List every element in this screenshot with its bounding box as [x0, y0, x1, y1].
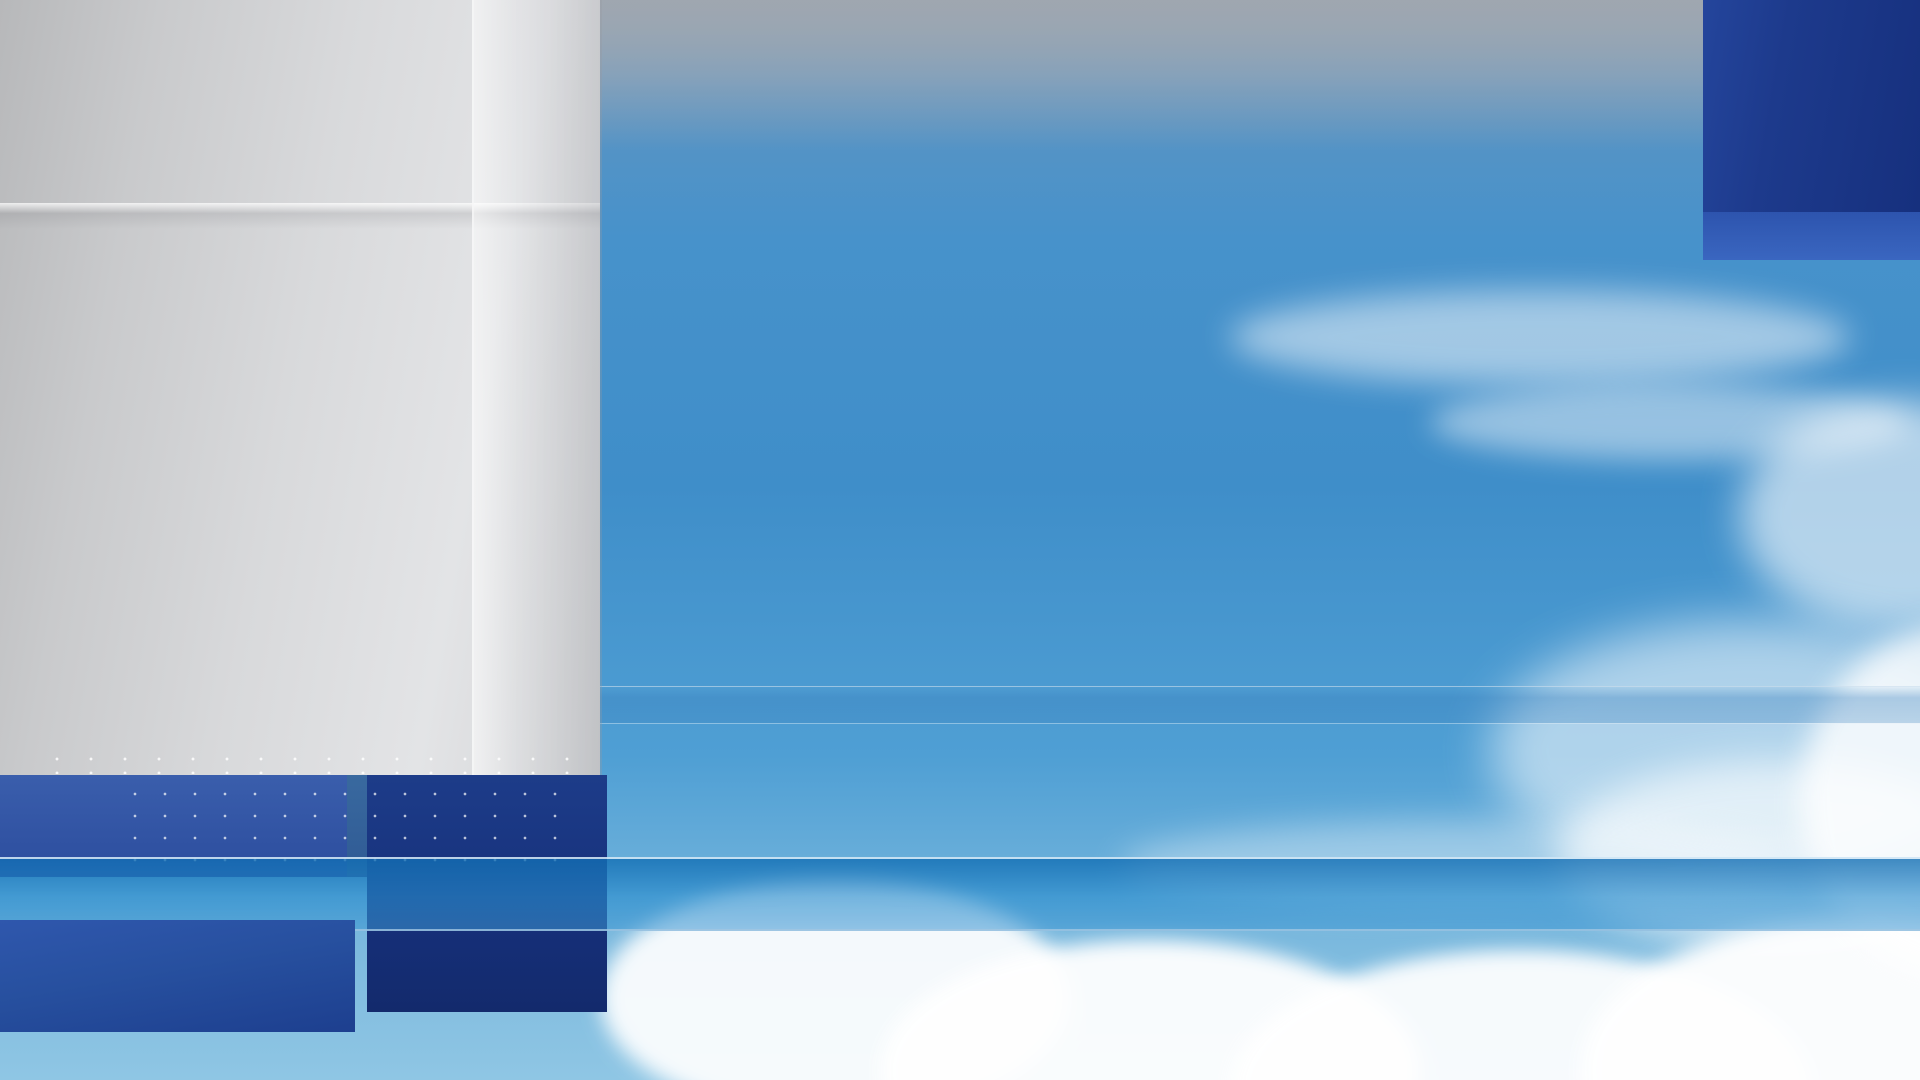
cloud	[1230, 290, 1850, 385]
studio-corner-face	[1703, 212, 1920, 260]
sky-haze	[560, 0, 1920, 150]
wall-pillar	[472, 0, 602, 775]
glass-band-upper	[404, 686, 1920, 724]
glass-band-lower	[0, 857, 1920, 931]
wall-dot-pattern	[40, 752, 595, 774]
studio-corner-box	[1703, 0, 1920, 212]
studio-desk-edge	[355, 920, 385, 1038]
studio-desk	[0, 920, 355, 1032]
blue-wall-dot-pattern	[120, 783, 580, 871]
